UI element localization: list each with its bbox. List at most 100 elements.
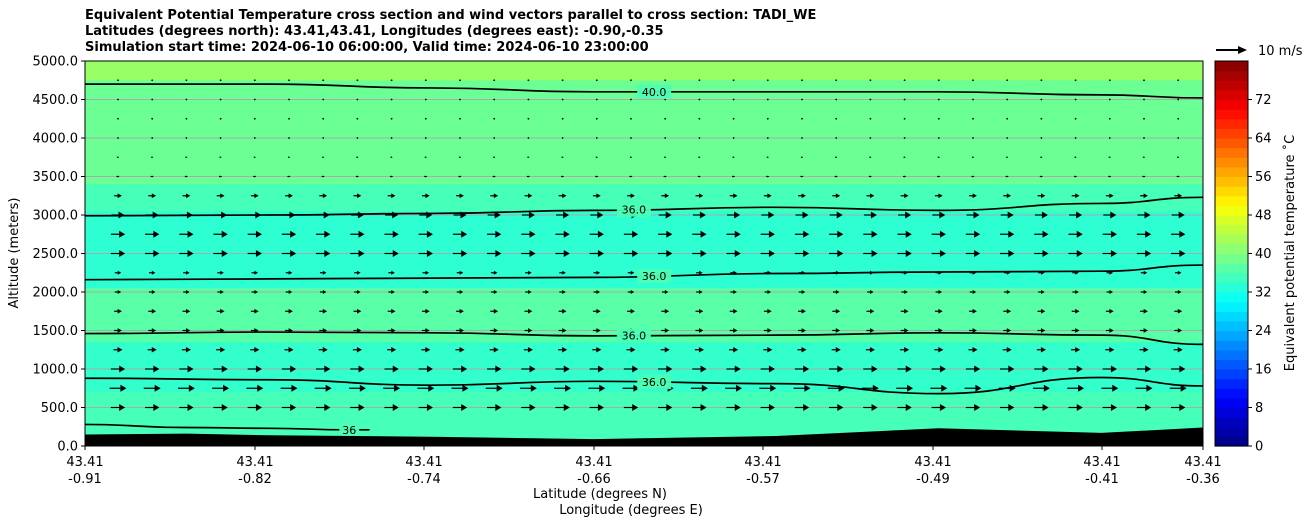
wind-vector-head [1042, 250, 1049, 257]
wind-vector [1068, 404, 1083, 411]
colorbar-segment-39 [1215, 61, 1248, 72]
wind-vector [319, 290, 327, 294]
wind-vector [216, 308, 225, 314]
wind-vector [527, 156, 530, 158]
wind-vector [247, 404, 262, 411]
wind-vector-dot [1006, 79, 1009, 82]
wind-vector-head [391, 290, 395, 294]
wind-vector-head [1145, 365, 1152, 373]
wind-vector [1108, 156, 1111, 158]
wind-vector [1006, 117, 1009, 120]
wind-vector [1136, 250, 1152, 257]
wind-vector-head [494, 175, 496, 178]
y-tick-label-0: 0.0 [57, 440, 78, 455]
wind-vector-head [939, 404, 946, 411]
wind-vector [732, 156, 735, 158]
wind-vector-head [801, 347, 807, 353]
wind-vector-dot [151, 137, 154, 139]
wind-vector [1000, 230, 1015, 238]
wind-vector [561, 175, 565, 178]
x-axis-label-longitude: Longitude (degrees E) [559, 503, 703, 518]
wind-vector-head [154, 384, 161, 392]
wind-vector [664, 98, 667, 101]
y-axis-label: Altitude (meters) [7, 198, 22, 309]
wind-vector-head [974, 365, 981, 373]
wind-vector-dot [561, 117, 564, 120]
wind-vector [390, 98, 393, 101]
wind-vector [1102, 404, 1117, 411]
wind-vector-dot [1040, 117, 1043, 120]
wind-vector-head [459, 290, 464, 294]
wind-vector [145, 365, 160, 373]
wind-vector-head [837, 230, 844, 238]
wind-vector [1069, 211, 1083, 219]
wind-vector [285, 270, 293, 275]
wind-vector-dot [288, 117, 290, 120]
wind-vector [1003, 308, 1012, 314]
wind-vector-head [1006, 328, 1012, 333]
wind-vector [452, 230, 468, 238]
wind-vector-head [870, 193, 875, 199]
wind-vector-dot [972, 117, 974, 120]
wind-vector-head [596, 156, 598, 158]
wind-vector [588, 384, 606, 392]
wind-vector [314, 384, 332, 392]
wind-vector-dot [801, 98, 803, 101]
wind-vector [322, 98, 325, 101]
wind-vector [148, 308, 157, 314]
wind-vector [253, 156, 256, 158]
wind-vector [698, 117, 701, 120]
wind-vector [1171, 230, 1186, 238]
wind-vector [148, 270, 156, 275]
wind-vector [185, 117, 188, 120]
wind-vector [1137, 211, 1151, 219]
wind-vector-dot [1040, 79, 1043, 82]
wind-vector [316, 404, 331, 411]
x-tick-lon-7: -0.36 [1186, 472, 1220, 487]
wind-vector-head [632, 365, 639, 373]
wind-vector-head [323, 175, 325, 178]
wind-vector-head [357, 290, 361, 294]
wind-vector-dot [493, 98, 496, 101]
wind-vector-head [599, 384, 606, 392]
wind-vector [903, 137, 906, 139]
wind-vector [589, 404, 604, 411]
wind-vector-head [666, 250, 673, 257]
wind-vector-head [939, 211, 946, 219]
wind-vector [795, 211, 809, 219]
wind-vector [931, 250, 946, 257]
wind-vector-head [803, 230, 810, 238]
wind-vector [521, 250, 536, 257]
wind-vector [185, 79, 188, 82]
wind-vector-head [220, 347, 226, 353]
wind-vector-head [904, 193, 909, 199]
wind-vector [1038, 290, 1045, 294]
wind-vector-head [290, 365, 297, 373]
wind-vector [972, 98, 974, 101]
wind-vector [316, 230, 331, 238]
wind-vector [487, 404, 502, 411]
wind-vector-head [459, 270, 464, 275]
wind-vector [832, 290, 840, 294]
wind-vector-dot [1177, 98, 1180, 101]
wind-vector-dot [630, 137, 632, 139]
wind-vector-head [700, 404, 707, 411]
wind-vector [832, 308, 841, 314]
wind-vector-head [1110, 404, 1117, 411]
wind-vector [422, 290, 430, 294]
wind-vector-head [117, 290, 122, 294]
wind-vector [863, 211, 877, 219]
colorbar-segment-8 [1215, 359, 1248, 370]
wind-vector [561, 117, 564, 120]
wind-vector-head [801, 308, 806, 314]
wind-vector-head [322, 193, 328, 199]
wind-vector-head [324, 404, 331, 411]
y-tick-label-9: 4500.0 [33, 93, 79, 108]
wind-vector [595, 156, 598, 158]
wind-vector-head [530, 384, 537, 392]
wind-vector [1034, 404, 1049, 411]
contour-label-2: 36.0 [642, 270, 667, 283]
wind-vector [798, 290, 806, 294]
wind-vector-dot [1006, 137, 1009, 139]
wind-vector [592, 308, 601, 314]
